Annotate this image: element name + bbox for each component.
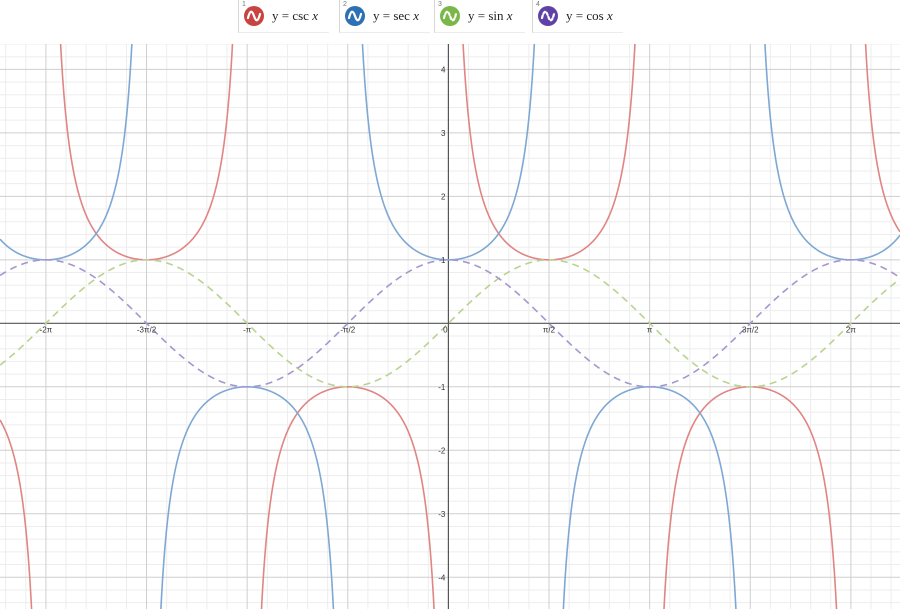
y-tick-label: -4	[438, 573, 446, 582]
legend-expression: y = sec x	[373, 8, 419, 23]
legend-item-csc[interactable]: 1 y = csc x	[238, 0, 329, 33]
legend-expression: y = cos x	[566, 8, 613, 23]
legend-item-cos[interactable]: 4 y = cos x	[532, 0, 623, 33]
y-tick-label: 3	[441, 129, 446, 138]
axes	[0, 44, 900, 609]
y-tick-label: -2	[438, 446, 446, 455]
series-line-cos	[0, 259, 900, 388]
x-tick-label: π	[647, 325, 653, 334]
x-tick-label: -π	[243, 325, 252, 334]
x-tick-label: -2π	[40, 325, 53, 334]
x-tick-label: -π/2	[340, 325, 355, 334]
plot-curves	[0, 44, 900, 609]
x-tick-label: 3π/2	[742, 325, 759, 334]
legend-expression: y = sin x	[468, 8, 513, 23]
series-line-csc	[0, 44, 900, 609]
dashed-wave-icon[interactable]	[538, 6, 558, 26]
x-tick-label: 2π	[846, 325, 856, 334]
graph-canvas[interactable]: -2π -3π/2 -π -π/2 0 π/2 π 3π/2 2π -4 -3 -2 -1 1 2 3 4	[0, 44, 900, 609]
series-line-sec	[0, 44, 900, 609]
legend-item-sin[interactable]: 3 y = sin x	[434, 0, 525, 33]
x-tick-label: π/2	[543, 325, 556, 334]
expression-legend: 1 y = csc x 2 y = sec x 3 y = sin x 4 y …	[0, 0, 900, 34]
minor-gridlines	[0, 44, 900, 609]
legend-item-sec[interactable]: 2 y = sec x	[339, 0, 430, 33]
dashed-wave-icon[interactable]	[440, 6, 460, 26]
y-tick-label: 4	[441, 65, 446, 74]
y-tick-label: -1	[438, 383, 446, 392]
major-gridlines	[0, 44, 900, 609]
tick-labels: -2π -3π/2 -π -π/2 0 π/2 π 3π/2 2π -4 -3 -2 -1 1 2 3 4	[40, 65, 857, 582]
wave-icon[interactable]	[345, 6, 365, 26]
legend-number: 2	[343, 1, 347, 8]
wave-icon[interactable]	[244, 6, 264, 26]
y-tick-label: 2	[441, 192, 446, 201]
x-tick-label: -3π/2	[137, 325, 157, 334]
y-tick-label: -3	[438, 510, 446, 519]
x-tick-label: 0	[443, 325, 448, 334]
y-tick-label: 1	[441, 256, 446, 265]
legend-number: 3	[438, 1, 442, 8]
legend-number: 1	[242, 1, 246, 8]
legend-expression: y = csc x	[272, 8, 318, 23]
legend-number: 4	[536, 1, 540, 8]
series-line-sin	[0, 259, 900, 388]
